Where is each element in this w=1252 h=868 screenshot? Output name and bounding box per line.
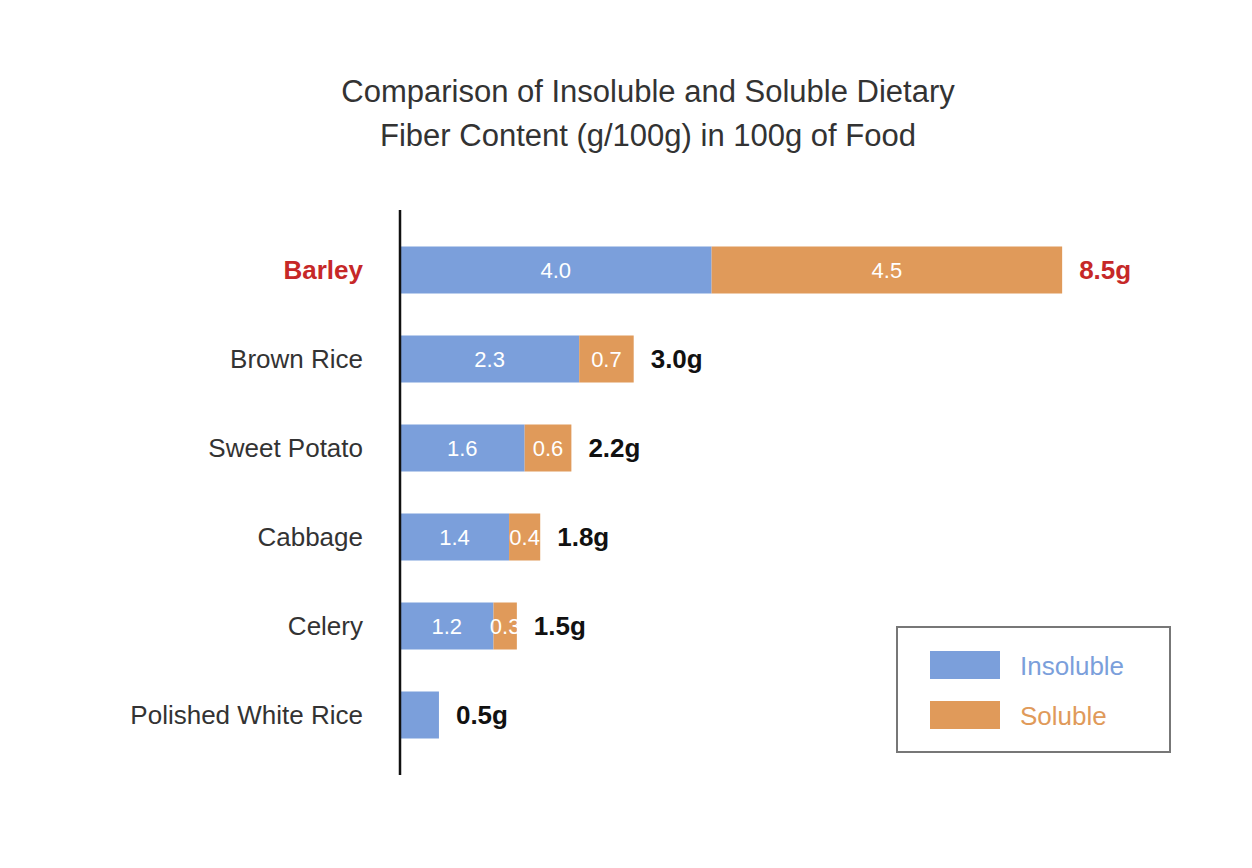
category-label: Brown Rice — [230, 344, 363, 374]
bar-segment — [400, 514, 509, 561]
bar-segment — [400, 603, 493, 650]
category-label: Polished White Rice — [130, 700, 363, 730]
segment-label: 1.2 — [431, 614, 462, 639]
category-label: Celery — [288, 611, 363, 641]
segment-label: 2.3 — [474, 347, 505, 372]
legend-label: Insoluble — [1020, 651, 1124, 681]
chart-title: Comparison of Insoluble and Soluble Diet… — [0, 70, 1252, 158]
bar-segment — [579, 336, 634, 383]
bar-segment — [400, 336, 579, 383]
segment-label: 0.6 — [533, 436, 564, 461]
bar-segment — [525, 425, 572, 472]
total-label: 2.2g — [588, 433, 640, 463]
segment-label: 1.6 — [447, 436, 478, 461]
bars — [400, 247, 1062, 739]
total-label: 0.5g — [456, 700, 508, 730]
legend: Insoluble Soluble — [897, 627, 1170, 752]
segment-label: 4.0 — [541, 258, 572, 283]
total-label: 1.8g — [557, 522, 609, 552]
legend-label: Soluble — [1020, 701, 1107, 731]
category-label: Cabbage — [257, 522, 363, 552]
legend-swatch — [930, 651, 1000, 679]
segment-label: 4.5 — [872, 258, 903, 283]
segment-label: 0.3 — [490, 614, 521, 639]
bar-segment — [712, 247, 1063, 294]
chart-canvas: 4.0 2.3 1.6 1.4 1.2 4.5 0.7 0.6 0.4 0.3 8.5g 3.0g 2.… — [0, 0, 1252, 868]
bar-segment — [400, 247, 712, 294]
total-label: 1.5g — [534, 611, 586, 641]
bar-segment — [400, 425, 525, 472]
labels: 4.0 2.3 1.6 1.4 1.2 4.5 0.7 0.6 0.4 0.3 8.5g 3.0g 2.… — [130, 255, 1131, 730]
segment-label: 1.4 — [439, 525, 470, 550]
category-label: Sweet Potato — [208, 433, 363, 463]
bar-segment — [509, 514, 540, 561]
total-label: 3.0g — [651, 344, 703, 374]
total-label: 8.5g — [1079, 255, 1131, 285]
legend-swatch — [930, 701, 1000, 729]
legend-box — [897, 627, 1170, 752]
segment-label: 0.7 — [591, 347, 622, 372]
y-axis-line — [399, 210, 402, 775]
bar-segment — [400, 692, 439, 739]
segment-label: 0.4 — [509, 525, 540, 550]
category-label: Barley — [284, 255, 364, 285]
